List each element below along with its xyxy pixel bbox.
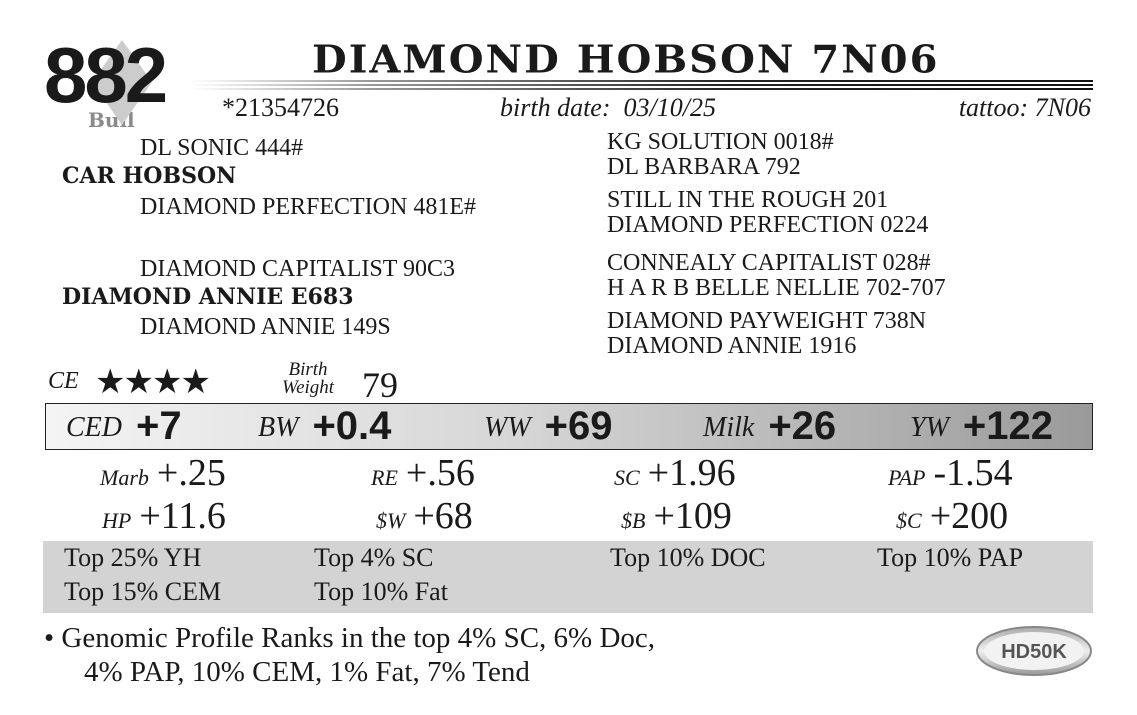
epd-label: HP — [102, 508, 132, 533]
animal-name: DIAMOND HOBSON 7N06 — [312, 37, 940, 82]
epd-label: Milk — [703, 412, 755, 443]
tattoo: tattoo: 7N06 — [959, 93, 1091, 123]
epd-label: BW — [258, 412, 299, 443]
epd-value: -1.54 — [933, 452, 1013, 494]
epd-pap: PAP -1.54 — [888, 454, 1013, 492]
birth-date-label: birth date: — [500, 93, 611, 122]
epd-value: +11.6 — [139, 495, 226, 537]
registration-number: *21354726 — [222, 93, 339, 122]
birth-date-value: 03/10/25 — [623, 93, 716, 122]
rank-item: Top 10% PAP — [877, 543, 1024, 572]
epd-label: $B — [621, 508, 646, 533]
epd-milk: Milk +26 — [703, 406, 836, 446]
calving-ease-label: CE — [48, 368, 79, 394]
great-grandparent: DIAMOND PAYWEIGHT 738N — [607, 308, 927, 334]
header-rule — [190, 80, 1093, 94]
lot-number: 882 — [44, 31, 168, 119]
epd-value: +68 — [413, 495, 473, 537]
epd-dollar-b: $B +109 — [621, 497, 732, 535]
birth-weight-value: 79 — [362, 365, 398, 405]
epd-re: RE +.56 — [371, 454, 475, 492]
epd-dollar-c: $C +200 — [896, 497, 1008, 535]
rank-item: Top 4% SC — [314, 543, 434, 572]
sire: CAR HOBSON — [62, 163, 237, 189]
epd-label: CED — [66, 412, 122, 443]
epd-value: +109 — [653, 495, 732, 537]
epd-value: +.25 — [156, 452, 226, 494]
rank-item: Top 15% CEM — [64, 577, 222, 606]
birth-weight-label: Birth Weight — [282, 359, 335, 399]
sire-dam: DIAMOND PERFECTION 481E# — [140, 194, 476, 220]
epd-value: +7 — [136, 404, 182, 448]
epd-value: +69 — [544, 404, 613, 448]
great-grandparent: DIAMOND ANNIE 1916 — [607, 333, 857, 359]
epd-value: +122 — [962, 404, 1054, 448]
svg-text:HD50K: HD50K — [1001, 641, 1067, 663]
rank-item: Top 25% YH — [64, 543, 202, 572]
genomic-note: • Genomic Profile Ranks in the top 4% SC… — [44, 621, 655, 689]
epd-dollar-w: $W +68 — [376, 497, 473, 535]
epd-ww: WW +69 — [484, 406, 613, 446]
great-grandparent: H A R B BELLE NELLIE 702-707 — [607, 275, 946, 301]
main-epd-bar — [45, 403, 1093, 450]
epd-label: $C — [896, 508, 922, 533]
diamond-emblem-icon — [92, 40, 152, 125]
epd-value: +1.96 — [647, 452, 736, 494]
epd-label: SC — [614, 465, 640, 490]
tattoo-value: 7N06 — [1034, 93, 1091, 122]
great-grandparent: DIAMOND PERFECTION 0224 — [607, 212, 929, 238]
birth-weight-label-1: Birth — [288, 359, 328, 380]
great-grandparent: DL BARBARA 792 — [607, 154, 801, 180]
epd-sc: SC +1.96 — [614, 454, 736, 492]
epd-label: WW — [484, 412, 531, 443]
note-line: 4% PAP, 10% CEM, 1% Fat, 7% Tend — [84, 656, 530, 688]
epd-label: $W — [376, 508, 406, 533]
calving-ease-stars: ★★★★ — [95, 364, 211, 401]
epd-value: +200 — [929, 495, 1009, 537]
rank-box — [43, 541, 1093, 613]
epd-yw: YW +122 — [910, 406, 1053, 446]
epd-marb: Marb +.25 — [100, 454, 226, 492]
epd-value: +.56 — [405, 452, 475, 494]
epd-label: Marb — [100, 465, 149, 490]
sire-sire: DL SONIC 444# — [140, 135, 304, 161]
epd-label: PAP — [888, 465, 926, 490]
dam-dam: DIAMOND ANNIE 149S — [140, 314, 391, 340]
birth-weight-label-2: Weight — [282, 377, 335, 399]
epd-bw: BW +0.4 — [258, 406, 391, 446]
epd-ced: CED +7 — [66, 406, 182, 446]
epd-value: +0.4 — [312, 404, 392, 448]
rank-item: Top 10% Fat — [314, 577, 448, 606]
hd50k-logo: HD50K — [976, 626, 1092, 676]
note-line: • Genomic Profile Ranks in the top 4% SC… — [44, 622, 656, 654]
great-grandparent: STILL IN THE ROUGH 201 — [607, 187, 889, 213]
epd-value: +26 — [768, 404, 837, 448]
epd-label: RE — [371, 465, 398, 490]
epd-label: YW — [910, 412, 949, 443]
tattoo-label: tattoo: — [958, 93, 1029, 122]
dam-sire: DIAMOND CAPITALIST 90C3 — [140, 256, 455, 282]
birth-date: birth date: 03/10/25 — [500, 93, 716, 123]
rank-item: Top 10% DOC — [610, 543, 766, 572]
dam: DIAMOND ANNIE E683 — [62, 284, 354, 310]
great-grandparent: KG SOLUTION 0018# — [607, 129, 834, 155]
epd-hp: HP +11.6 — [102, 497, 226, 535]
great-grandparent: CONNEALY CAPITALIST 028# — [607, 250, 931, 276]
